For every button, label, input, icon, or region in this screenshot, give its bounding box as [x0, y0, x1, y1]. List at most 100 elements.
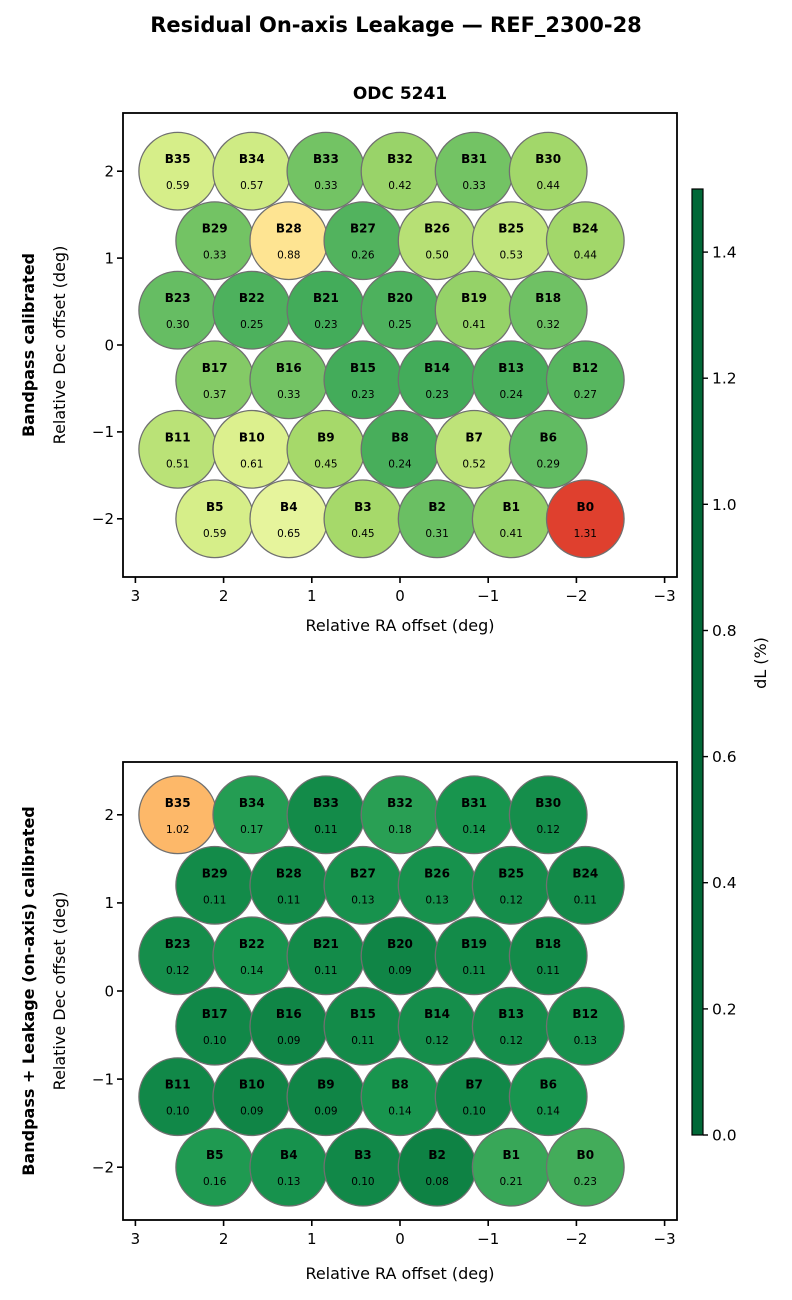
beam-value-b17: 0.10: [203, 1035, 226, 1047]
beam-value-b34: 0.17: [240, 824, 263, 836]
beam-value-b14: 0.23: [425, 389, 448, 401]
beam-label-b20: B20: [387, 291, 413, 305]
beam-value-b25: 0.12: [500, 894, 523, 906]
x-axis-ticks: 3 2 1 0 −1 −2 −3: [131, 577, 676, 605]
beam-label-b31: B31: [461, 152, 487, 166]
beam-circle-b35: [138, 775, 218, 855]
beam-label-b22: B22: [239, 291, 265, 305]
beam-label-b15: B15: [350, 361, 376, 375]
beam-value-b32: 0.42: [388, 180, 411, 192]
beam-value-b26: 0.13: [425, 894, 448, 906]
beam-label-b8: B8: [391, 1078, 409, 1092]
beam-circle-b11: [138, 1057, 218, 1137]
beam-circle-b34: [212, 775, 292, 855]
beam-circle-b31: [434, 775, 514, 855]
beam-label-b32: B32: [387, 796, 413, 810]
beam-label-b24: B24: [572, 222, 598, 236]
beam-value-b4: 0.13: [277, 1176, 300, 1188]
x-tick-label: 0: [395, 587, 405, 605]
beam-label-b28: B28: [276, 222, 302, 236]
beam-label-b29: B29: [202, 866, 228, 880]
beam-circle-b30: [508, 775, 588, 855]
beam-value-b19: 0.11: [462, 965, 485, 977]
x-tick-label: 2: [219, 587, 229, 605]
beam-value-b5: 0.59: [203, 528, 226, 540]
beam-circle-b31: [434, 131, 514, 211]
beam-circle-b34: [212, 131, 292, 211]
beam-value-b16: 0.33: [277, 389, 300, 401]
beam-label-b6: B6: [539, 430, 557, 444]
beam-label-b29: B29: [202, 222, 228, 236]
beam-circle-b15: [323, 340, 403, 420]
beam-label-b3: B3: [354, 500, 372, 514]
beam-circle-b3: [323, 479, 403, 559]
beam-label-b35: B35: [165, 152, 191, 166]
y-tick-label: 1: [104, 894, 114, 912]
beam-value-b31: 0.33: [462, 180, 485, 192]
beam-circle-b28: [249, 201, 329, 281]
beam-value-b9: 0.45: [314, 458, 337, 470]
colorbar-tick-label: 1.2: [712, 370, 737, 388]
beam-label-b24: B24: [572, 866, 598, 880]
beam-value-b33: 0.33: [314, 180, 337, 192]
beam-circle-b13: [471, 986, 551, 1066]
beam-label-b10: B10: [239, 430, 265, 444]
beam-value-b1: 0.21: [500, 1176, 523, 1188]
beam-circle-b24: [545, 201, 625, 281]
beam-value-b15: 0.23: [351, 389, 374, 401]
colorbar-tick-label: 0.4: [712, 874, 737, 892]
beam-value-b23: 0.30: [166, 319, 189, 331]
beam-label-b12: B12: [572, 361, 598, 375]
x-tick-label: −2: [565, 1230, 587, 1248]
beam-circle-b4: [249, 479, 329, 559]
beam-value-b30: 0.44: [537, 180, 561, 192]
beam-value-b3: 0.10: [351, 1176, 374, 1188]
beam-circle-b26: [397, 845, 477, 925]
beam-value-b7: 0.10: [462, 1106, 485, 1118]
beam-circle-b21: [286, 916, 366, 996]
top-panel: B350.59B340.57B330.33B320.42B310.33B300.…: [92, 112, 678, 605]
beam-circle-b10: [212, 409, 292, 489]
beam-circle-b14: [397, 340, 477, 420]
beam-label-b34: B34: [239, 152, 265, 166]
beam-value-b28: 0.88: [277, 250, 300, 262]
beam-label-b18: B18: [535, 291, 561, 305]
beam-label-b28: B28: [276, 866, 302, 880]
colorbar-tick-label: 0.8: [712, 622, 737, 640]
beam-value-b4: 0.65: [277, 528, 300, 540]
beam-value-b2: 0.31: [425, 528, 448, 540]
figure-title: Residual On-axis Leakage — REF_2300-28: [150, 13, 642, 37]
beam-label-b6: B6: [539, 1078, 557, 1092]
beam-value-b16: 0.09: [277, 1035, 300, 1047]
beam-value-b0: 0.23: [574, 1176, 597, 1188]
x-tick-label: −1: [477, 587, 499, 605]
beam-circle-b7: [434, 409, 514, 489]
beam-value-b27: 0.26: [351, 250, 375, 262]
beam-circle-b1: [471, 1127, 551, 1207]
x-tick-label: −3: [654, 587, 676, 605]
beam-label-b21: B21: [313, 937, 339, 951]
beam-circle-b5: [175, 1127, 255, 1207]
beam-circle-b3: [323, 1127, 403, 1207]
colorbar: 0.0 0.2 0.4 0.6 0.8 1.0 1.2 1.4: [691, 188, 737, 1145]
beam-circle-b18: [508, 916, 588, 996]
beam-value-b32: 0.18: [388, 824, 411, 836]
colorbar-tick-label: 0.2: [712, 1000, 737, 1018]
beam-circle-b29: [175, 845, 255, 925]
beam-value-b11: 0.51: [166, 458, 189, 470]
x-tick-label: −1: [477, 1230, 499, 1248]
beam-value-b13: 0.12: [500, 1035, 523, 1047]
beam-value-b10: 0.09: [240, 1106, 263, 1118]
y-axis-ticks: 2 1 0 −1 −2: [92, 163, 123, 528]
beam-value-b15: 0.11: [351, 1035, 374, 1047]
beam-circle-b27: [323, 201, 403, 281]
beam-label-b9: B9: [317, 1078, 335, 1092]
top-panel-title: ODC 5241: [352, 84, 448, 104]
beam-label-b22: B22: [239, 937, 265, 951]
y-tick-label: 0: [104, 336, 114, 354]
beam-value-b19: 0.41: [462, 319, 485, 331]
beam-circle-b17: [175, 986, 255, 1066]
beam-circle-b24: [545, 845, 625, 925]
beam-circle-b6: [508, 1057, 588, 1137]
